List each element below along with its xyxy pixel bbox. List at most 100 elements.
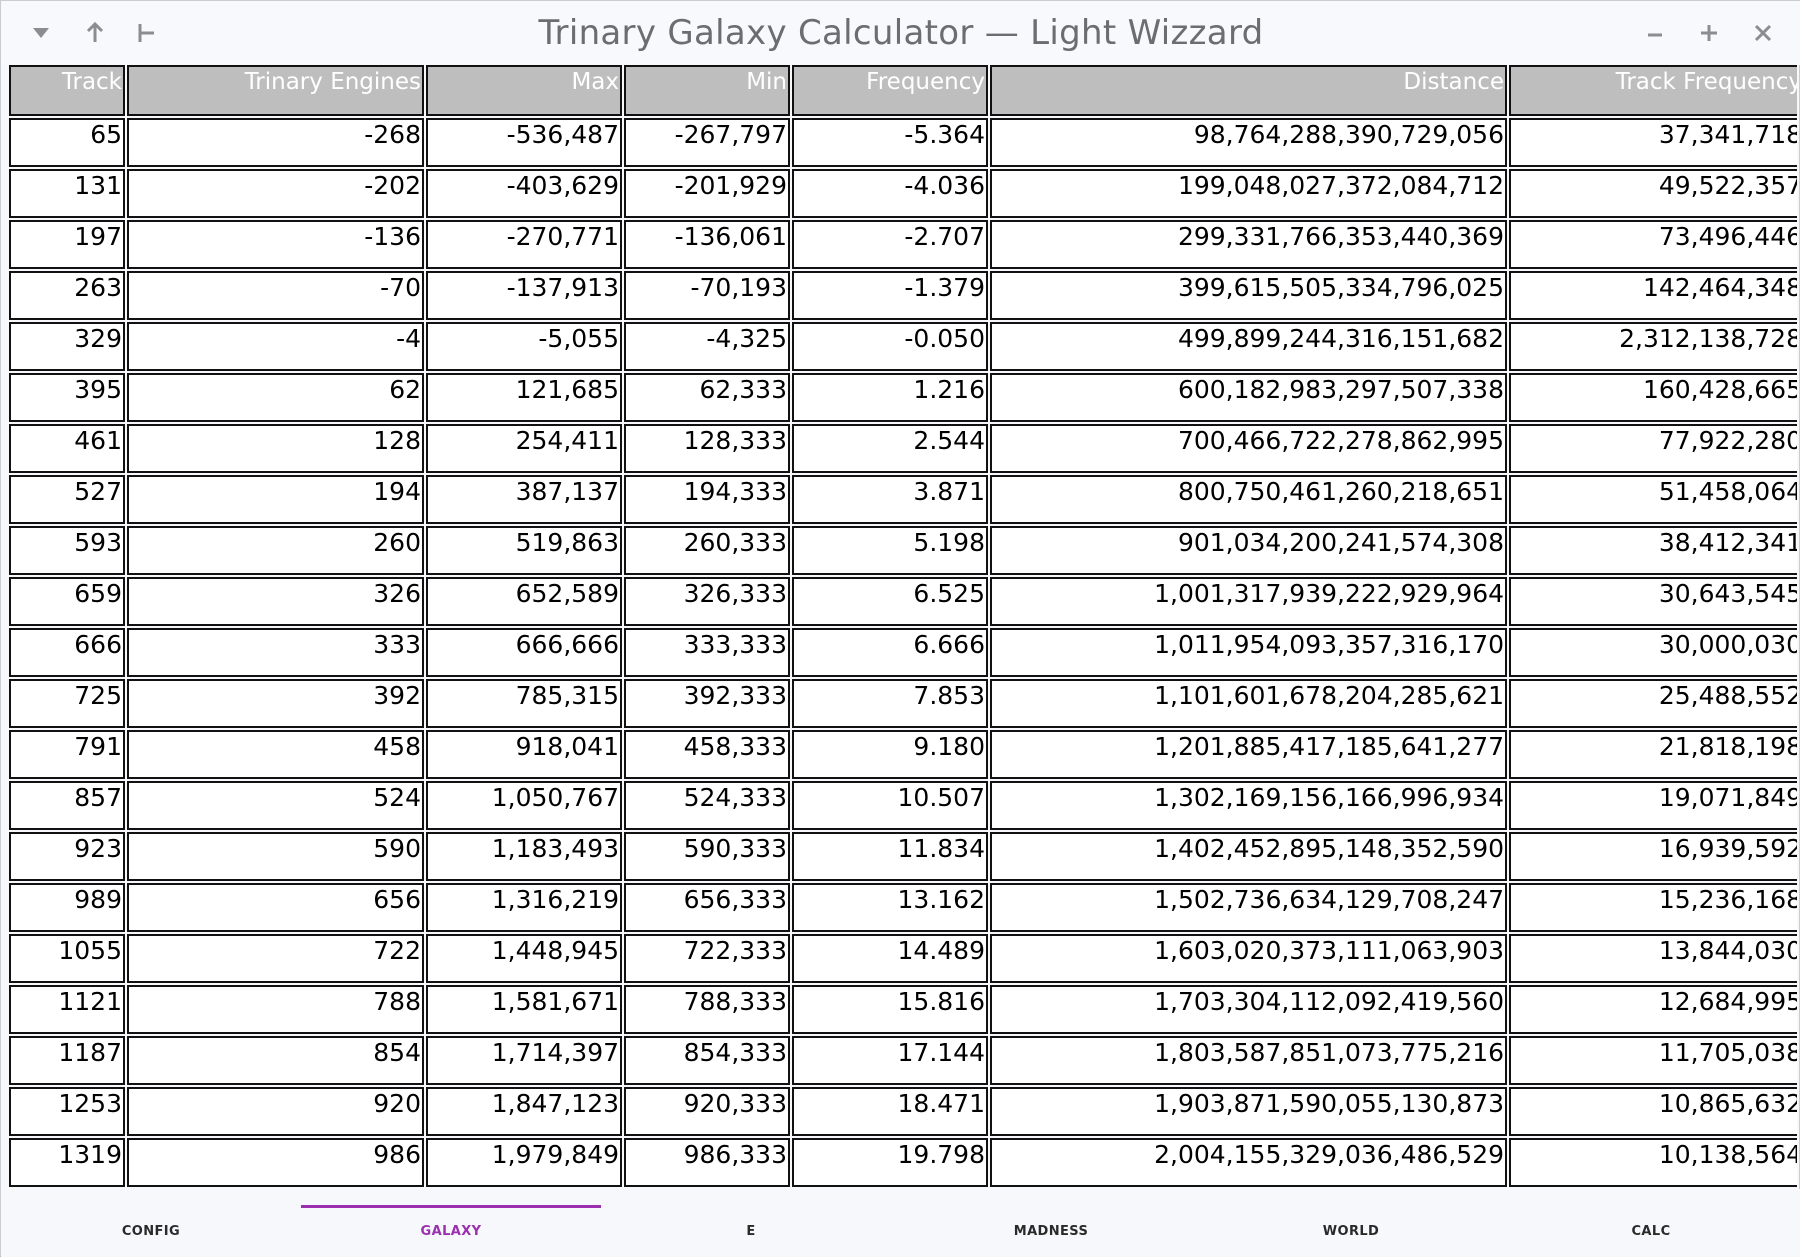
table-row[interactable]: 1187 854 1,714,397 854,333 17.144 1,803,587,8… xyxy=(9,1036,1797,1085)
table-cell: 65 xyxy=(9,118,125,167)
table-cell: 121,685 xyxy=(426,373,622,422)
table-row[interactable]: 666 333 666,666 333,333 6.666 1,011,954,093,3… xyxy=(9,628,1797,677)
tab-madness[interactable]: MADNESS xyxy=(901,1189,1201,1257)
tab-label: WORLD xyxy=(1322,1224,1380,1239)
table-cell: 918,041 xyxy=(426,730,622,779)
table-cell: 194 xyxy=(127,475,424,524)
table-cell: -4.036 xyxy=(792,169,988,218)
table-cell: 1,201,885,417,185,641,277 xyxy=(990,730,1507,779)
table-row[interactable]: 1253 920 1,847,123 920,333 18.471 1,903,871,5… xyxy=(9,1087,1797,1136)
table-cell: 333 xyxy=(127,628,424,677)
tab-world[interactable]: WORLD xyxy=(1201,1189,1501,1257)
table-cell: 659 xyxy=(9,577,125,626)
table-cell: 10,865,632 xyxy=(1509,1087,1797,1136)
column-header[interactable]: Max xyxy=(426,65,622,116)
table-cell: 51,458,064 xyxy=(1509,475,1797,524)
table-cell: 524,333 xyxy=(624,781,790,830)
table-cell: 986 xyxy=(127,1138,424,1187)
table-cell: 590 xyxy=(127,832,424,881)
table-cell: 854,333 xyxy=(624,1036,790,1085)
table-cell: 1,502,736,634,129,708,247 xyxy=(990,883,1507,932)
table-row[interactable]: 1319 986 1,979,849 986,333 19.798 2,004,155,3… xyxy=(9,1138,1797,1187)
table-row[interactable]: 593 260 519,863 260,333 5.198 901,034,200,241… xyxy=(9,526,1797,575)
table-cell: 1,302,169,156,166,996,934 xyxy=(990,781,1507,830)
table-cell: 15,236,168 xyxy=(1509,883,1797,932)
table-cell: 19,071,849 xyxy=(1509,781,1797,830)
table-cell: 1,402,452,895,148,352,590 xyxy=(990,832,1507,881)
close-icon[interactable] xyxy=(1743,13,1783,53)
table-cell: 11.834 xyxy=(792,832,988,881)
table-row[interactable]: 725 392 785,315 392,333 7.853 1,101,601,678,2… xyxy=(9,679,1797,728)
table-row[interactable]: 65 -268 -536,487 -267,797 -5.364 98,764,288,3… xyxy=(9,118,1797,167)
column-header[interactable]: Trinary Engines xyxy=(127,65,424,116)
table-cell: 399,615,505,334,796,025 xyxy=(990,271,1507,320)
maximize-icon[interactable] xyxy=(1689,13,1729,53)
table-row[interactable]: 1121 788 1,581,671 788,333 15.816 1,703,304,1… xyxy=(9,985,1797,1034)
table-cell: -267,797 xyxy=(624,118,790,167)
table-cell: -2.707 xyxy=(792,220,988,269)
table-cell: 6.666 xyxy=(792,628,988,677)
table-row[interactable]: 263 -70 -137,913 -70,193 -1.379 399,615,505,3… xyxy=(9,271,1797,320)
table-cell: -5.364 xyxy=(792,118,988,167)
column-header[interactable]: Frequency xyxy=(792,65,988,116)
table-row[interactable]: 1055 722 1,448,945 722,333 14.489 1,603,020,3… xyxy=(9,934,1797,983)
table-cell: 2,004,155,329,036,486,529 xyxy=(990,1138,1507,1187)
table-cell: 1121 xyxy=(9,985,125,1034)
column-header[interactable]: Distance xyxy=(990,65,1507,116)
table-cell: 1,903,871,590,055,130,873 xyxy=(990,1087,1507,1136)
table-cell: -137,913 xyxy=(426,271,622,320)
table-cell: 263 xyxy=(9,271,125,320)
tab-calc[interactable]: CALC xyxy=(1501,1189,1800,1257)
column-header[interactable]: Track Frequency xyxy=(1509,65,1797,116)
table-cell: 77,922,280 xyxy=(1509,424,1797,473)
table-row[interactable]: 197 -136 -270,771 -136,061 -2.707 299,331,766… xyxy=(9,220,1797,269)
arrow-up-icon[interactable] xyxy=(75,13,115,53)
table-cell: 21,818,198 xyxy=(1509,730,1797,779)
table-cell: 14.489 xyxy=(792,934,988,983)
table-cell: 1,714,397 xyxy=(426,1036,622,1085)
tab-galaxy[interactable]: GALAXY xyxy=(301,1189,601,1257)
table-cell: -403,629 xyxy=(426,169,622,218)
tab-config[interactable]: CONFIG xyxy=(1,1189,301,1257)
table-row[interactable]: 659 326 652,589 326,333 6.525 1,001,317,939,2… xyxy=(9,577,1797,626)
table-cell: 725 xyxy=(9,679,125,728)
column-header[interactable]: Track xyxy=(9,65,125,116)
table-cell: 854 xyxy=(127,1036,424,1085)
table-cell: 160,428,665 xyxy=(1509,373,1797,422)
table-cell: 1,847,123 xyxy=(426,1087,622,1136)
table-cell: 722 xyxy=(127,934,424,983)
chevron-down-icon[interactable] xyxy=(21,13,61,53)
table-row[interactable]: 527 194 387,137 194,333 3.871 800,750,461,260… xyxy=(9,475,1797,524)
table-row[interactable]: 989 656 1,316,219 656,333 13.162 1,502,736,63… xyxy=(9,883,1797,932)
table-cell: 128,333 xyxy=(624,424,790,473)
column-header[interactable]: Min xyxy=(624,65,790,116)
table-row[interactable]: 791 458 918,041 458,333 9.180 1,201,885,417,1… xyxy=(9,730,1797,779)
table-cell: 666 xyxy=(9,628,125,677)
table-cell: 25,488,552 xyxy=(1509,679,1797,728)
table-cell: 920,333 xyxy=(624,1087,790,1136)
table-cell: 1,803,587,851,073,775,216 xyxy=(990,1036,1507,1085)
table-cell: 299,331,766,353,440,369 xyxy=(990,220,1507,269)
table-cell: -4 xyxy=(127,322,424,371)
tab-e[interactable]: E xyxy=(601,1189,901,1257)
table-row[interactable]: 329 -4 -5,055 -4,325 -0.050 499,899,244,316,1… xyxy=(9,322,1797,371)
galaxy-table-container[interactable]: Track Trinary Engines Max Min Frequency Dista… xyxy=(9,65,1797,1189)
table-cell: 13,844,030 xyxy=(1509,934,1797,983)
window-title: Trinary Galaxy Calculator — Light Wizzar… xyxy=(538,13,1264,53)
table-row[interactable]: 461 128 254,411 128,333 2.544 700,466,722,278… xyxy=(9,424,1797,473)
table-row[interactable]: 923 590 1,183,493 590,333 11.834 1,402,452,89… xyxy=(9,832,1797,881)
pin-icon[interactable] xyxy=(127,13,167,53)
table-cell: 656,333 xyxy=(624,883,790,932)
table-cell: 9.180 xyxy=(792,730,988,779)
table-cell: 16,939,592 xyxy=(1509,832,1797,881)
table-cell: -270,771 xyxy=(426,220,622,269)
minimize-icon[interactable] xyxy=(1635,13,1675,53)
table-row[interactable]: 857 524 1,050,767 524,333 10.507 1,302,169,15… xyxy=(9,781,1797,830)
table-row[interactable]: 131 -202 -403,629 -201,929 -4.036 199,048,027… xyxy=(9,169,1797,218)
table-cell: -4,325 xyxy=(624,322,790,371)
table-cell: 38,412,341 xyxy=(1509,526,1797,575)
tab-label: E xyxy=(746,1224,756,1239)
table-cell: 11,705,038 xyxy=(1509,1036,1797,1085)
table-row[interactable]: 395 62 121,685 62,333 1.216 600,182,983,297,5… xyxy=(9,373,1797,422)
table-cell: 499,899,244,316,151,682 xyxy=(990,322,1507,371)
